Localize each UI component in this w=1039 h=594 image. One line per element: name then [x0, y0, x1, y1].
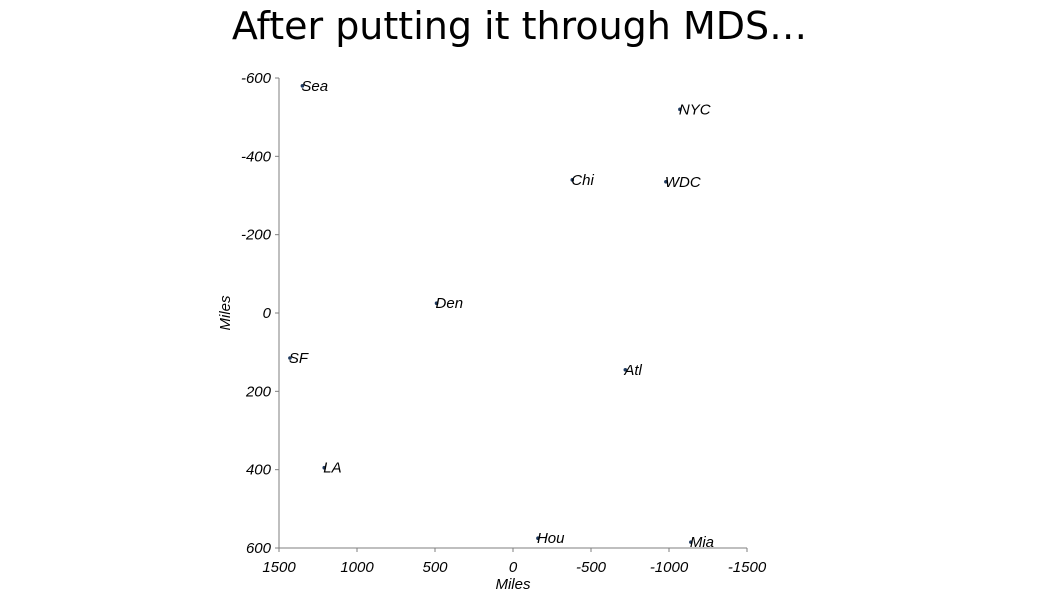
point-label: LA — [323, 460, 341, 477]
point-marker — [434, 301, 439, 306]
point-label: WDC — [665, 174, 701, 191]
point-marker — [300, 84, 305, 88]
point-marker — [623, 367, 628, 372]
point-label: Sea — [301, 78, 328, 95]
data-point-sf: SF — [288, 350, 309, 367]
point-label: SF — [289, 350, 309, 367]
y-tick-label: 400 — [246, 462, 272, 479]
x-axis-title: Miles — [495, 576, 531, 593]
x-tick-label: 1000 — [340, 559, 374, 576]
point-marker — [689, 540, 693, 544]
data-point-mia: Mia — [689, 534, 714, 551]
slide-title: After putting it through MDS… — [231, 4, 808, 48]
x-tick-label: -500 — [576, 559, 607, 576]
point-label: NYC — [679, 101, 711, 118]
y-tick-label: -400 — [241, 148, 272, 165]
ticks: 1500 1000 500 0 -500 -1000 -1500 -600 -400 -200 0 2… — [241, 70, 767, 576]
point-label: Den — [436, 295, 464, 312]
data-point-atl: Atl — [623, 362, 642, 379]
point-label: Hou — [537, 530, 565, 547]
point-marker — [322, 465, 327, 470]
data-point-den: Den — [434, 295, 464, 312]
x-tick-label: -1000 — [650, 559, 689, 576]
y-axis-title: Miles — [217, 295, 234, 331]
axes — [278, 78, 747, 549]
data-points: Sea NYC Chi WDC Den SF Atl LA Hou Mia — [288, 78, 714, 551]
point-marker — [664, 179, 668, 184]
point-marker — [678, 107, 682, 112]
point-label: Mia — [690, 534, 714, 551]
x-tick-label: 500 — [422, 559, 448, 576]
point-label: Chi — [571, 172, 594, 189]
point-marker — [570, 178, 575, 182]
data-point-nyc: NYC — [678, 101, 711, 118]
x-tick-label: 0 — [509, 559, 518, 576]
y-tick-label: -200 — [241, 227, 272, 244]
x-tick-label: 1500 — [262, 559, 296, 576]
data-point-la: LA — [322, 460, 342, 477]
data-point-wdc: WDC — [664, 174, 701, 191]
data-point-chi: Chi — [570, 172, 594, 189]
y-tick-label: 200 — [245, 383, 272, 400]
data-point-hou: Hou — [536, 530, 565, 547]
data-point-sea: Sea — [300, 78, 328, 95]
y-tick-label: 0 — [263, 305, 272, 322]
y-tick-label: 600 — [246, 540, 272, 557]
x-tick-label: -1500 — [728, 559, 767, 576]
point-label: Atl — [623, 362, 642, 379]
point-marker — [536, 536, 540, 541]
point-marker — [288, 356, 292, 360]
y-tick-label: -600 — [241, 70, 272, 87]
